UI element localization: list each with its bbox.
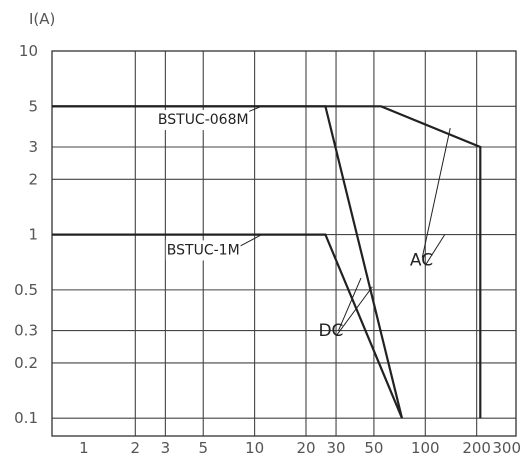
y-tick-label: 5 <box>28 97 38 115</box>
y-tick-label: 0.2 <box>14 354 38 372</box>
y-tick-label: 10 <box>19 42 38 60</box>
leader-line <box>335 286 373 337</box>
x-tick-label: 100 <box>411 439 440 457</box>
grid <box>52 51 516 436</box>
plot-frame <box>51 50 517 437</box>
series-line <box>52 105 404 419</box>
x-tick-label: 300 <box>492 439 521 457</box>
x-tick-label: 5 <box>198 439 208 457</box>
tick-labels: 1 2 3 5 10 20 30 50 100 200 300 10 5 3 2 1 0.5 0.3 0.2 0.1 <box>14 42 521 457</box>
label-background <box>165 240 241 261</box>
series-line <box>52 105 482 419</box>
x-tick-label: 3 <box>161 439 171 457</box>
annotations-group: BSTUC-068M BSTUC-1M AC DC <box>157 105 451 341</box>
y-tick-label: 3 <box>28 138 38 156</box>
leader-line <box>338 277 362 331</box>
annotation-label: AC <box>410 250 433 270</box>
x-tick-label: 2 <box>131 439 141 457</box>
x-tick-label: 1 <box>79 439 89 457</box>
leader-line <box>424 234 446 266</box>
y-axis-label: I(A) <box>29 10 55 28</box>
label-background <box>157 110 250 131</box>
x-tick-label: 50 <box>364 439 383 457</box>
series-group <box>52 105 482 419</box>
annotation-label: DC <box>318 321 343 341</box>
x-tick-label: 20 <box>296 439 315 457</box>
annotation-label: BSTUC-068M <box>158 112 249 128</box>
annotation-label: BSTUC-1M <box>167 242 240 258</box>
x-tick-label: 30 <box>326 439 345 457</box>
y-tick-label: 0.1 <box>14 409 38 427</box>
y-tick-label: 2 <box>28 170 38 188</box>
y-tick-label: 1 <box>28 226 38 244</box>
y-tick-label: 0.5 <box>14 281 38 299</box>
x-tick-label: 200 <box>462 439 491 457</box>
y-tick-label: 0.3 <box>14 322 38 340</box>
series-line <box>52 233 404 419</box>
x-tick-label: 10 <box>245 439 264 457</box>
leader-line <box>421 128 451 258</box>
